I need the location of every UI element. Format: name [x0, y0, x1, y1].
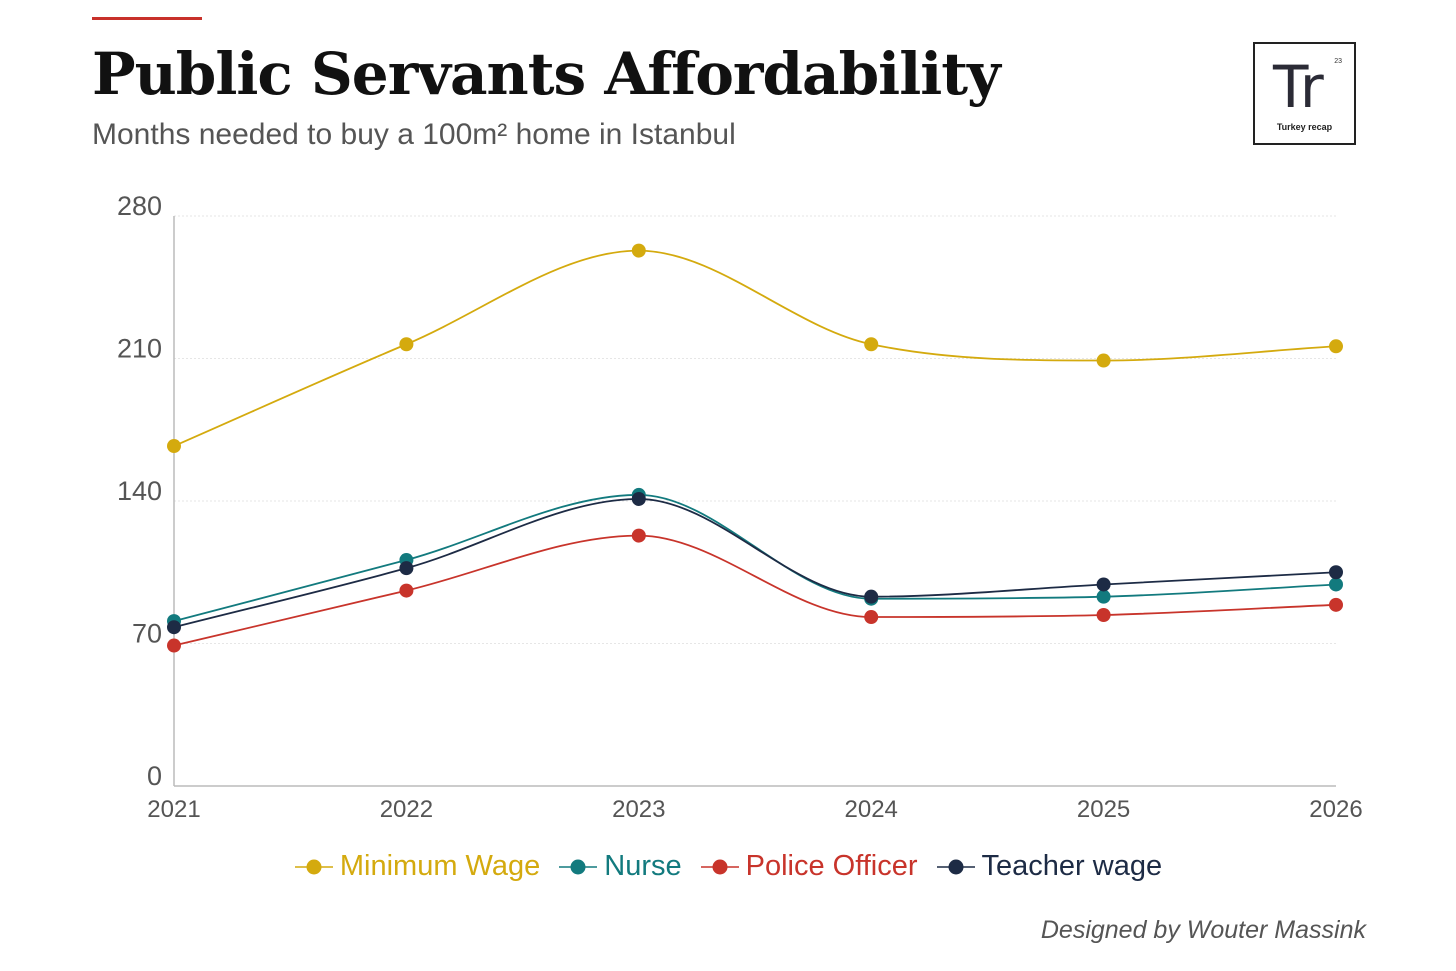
x-tick-label: 2022: [380, 796, 433, 823]
legend-label: Nurse: [604, 850, 682, 882]
data-point-teacher-wage: [1096, 577, 1111, 592]
data-point-police-officer: [1329, 597, 1343, 612]
data-point-police-officer: [1096, 608, 1111, 622]
legend-item-minimum-wage: Minimum Wage: [294, 850, 540, 883]
series-line-nurse: [173, 493, 1337, 622]
data-point-nurse: [1329, 577, 1343, 592]
data-point-police-officer: [167, 638, 181, 653]
data-point-teacher-wage: [864, 589, 879, 604]
data-point-teacher-wage: [167, 620, 181, 635]
data-point-police-officer: [399, 583, 414, 598]
legend-label: Minimum Wage: [339, 850, 541, 882]
legend-item-police-officer: Police Officer: [700, 850, 918, 883]
data-point-minimum-wage: [399, 337, 414, 352]
legend-item-nurse: Nurse: [558, 850, 682, 883]
data-point-teacher-wage: [631, 491, 646, 506]
x-tick-label: 2025: [1077, 796, 1130, 823]
legend-label: Police Officer: [745, 850, 918, 882]
x-tick-label: 2026: [1309, 796, 1362, 823]
data-point-police-officer: [631, 528, 646, 543]
x-tick-label: 2024: [845, 796, 898, 823]
designer-credit: Designed by Wouter Massink: [1040, 916, 1366, 944]
data-point-nurse: [1096, 589, 1111, 604]
accent-line: [92, 17, 202, 20]
data-point-teacher-wage: [399, 561, 414, 576]
legend-marker: [294, 859, 333, 874]
data-point-minimum-wage: [631, 243, 646, 258]
y-tick-label: 140: [117, 476, 162, 506]
legend-label: Teacher wage: [981, 850, 1163, 882]
legend-item-teacher-wage: Teacher wage: [936, 850, 1163, 883]
x-tick-label: 2021: [147, 796, 200, 823]
data-point-minimum-wage: [1096, 353, 1111, 368]
chart-title: Public Servants Affordability: [92, 40, 1001, 108]
data-point-minimum-wage: [864, 337, 879, 352]
series-line-police-officer: [173, 534, 1337, 647]
logo-name: Turkey recap: [1276, 122, 1333, 132]
logo-symbol: Tr: [1273, 53, 1324, 121]
y-tick-label: 210: [117, 334, 162, 364]
y-tick-label: 280: [117, 191, 162, 221]
series-line-minimum-wage: [173, 249, 1337, 447]
data-point-teacher-wage: [1329, 565, 1343, 580]
data-point-minimum-wage: [167, 439, 181, 454]
chart-legend: Minimum Wage Nurse Police Officer Teacher w…: [0, 850, 1456, 883]
turkey-recap-logo: 23 Tr Turkey recap: [1253, 42, 1356, 145]
data-point-minimum-wage: [1329, 339, 1343, 354]
legend-marker: [700, 859, 739, 874]
y-tick-label: 70: [132, 619, 162, 649]
legend-marker: [559, 859, 598, 874]
data-point-police-officer: [864, 610, 879, 625]
legend-marker: [936, 859, 975, 874]
logo-number: 23: [1334, 58, 1342, 65]
x-tick-label: 2023: [612, 796, 665, 823]
series-line-teacher-wage: [173, 498, 1337, 629]
chart-subtitle: Months needed to buy a 100m² home in Ist…: [92, 118, 736, 151]
y-tick-label: 0: [147, 761, 162, 791]
